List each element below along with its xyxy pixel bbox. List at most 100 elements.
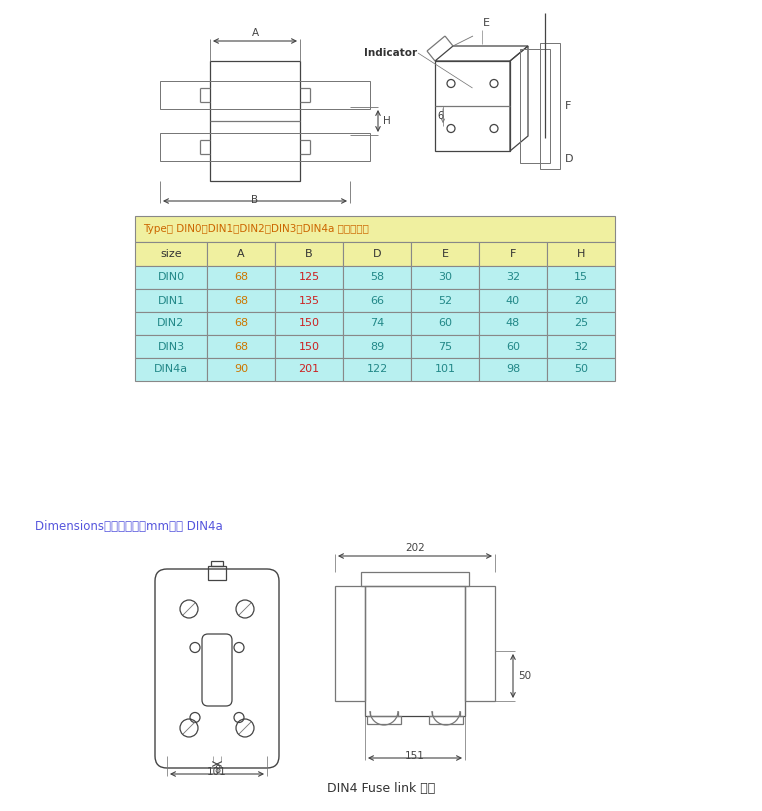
Polygon shape	[207, 312, 275, 335]
Polygon shape	[343, 266, 411, 289]
Polygon shape	[547, 289, 615, 312]
Polygon shape	[135, 312, 207, 335]
Polygon shape	[411, 242, 479, 266]
Text: 68: 68	[234, 319, 248, 328]
Polygon shape	[343, 242, 411, 266]
Text: 15: 15	[574, 272, 588, 282]
Text: E: E	[441, 249, 449, 259]
Text: 50: 50	[518, 671, 531, 681]
Polygon shape	[207, 242, 275, 266]
Polygon shape	[411, 312, 479, 335]
Polygon shape	[547, 358, 615, 381]
Text: 25: 25	[574, 319, 588, 328]
Text: 68: 68	[234, 341, 248, 351]
Text: 135: 135	[299, 295, 319, 306]
Text: 151: 151	[405, 751, 425, 761]
Polygon shape	[479, 242, 547, 266]
Text: 150: 150	[299, 319, 319, 328]
Text: 202: 202	[405, 543, 425, 553]
Text: DIN0: DIN0	[158, 272, 184, 282]
Text: Dimensions安装尺寸图（mm）： DIN4a: Dimensions安装尺寸图（mm）： DIN4a	[35, 520, 223, 533]
Polygon shape	[479, 312, 547, 335]
Text: B: B	[306, 249, 313, 259]
Text: D: D	[565, 154, 574, 164]
Polygon shape	[275, 266, 343, 289]
Polygon shape	[411, 358, 479, 381]
Text: 20: 20	[574, 295, 588, 306]
Text: 150: 150	[299, 341, 319, 351]
Polygon shape	[275, 312, 343, 335]
Text: DIN2: DIN2	[158, 319, 184, 328]
FancyBboxPatch shape	[202, 634, 232, 706]
Polygon shape	[275, 335, 343, 358]
Text: F: F	[510, 249, 516, 259]
Polygon shape	[207, 335, 275, 358]
Polygon shape	[275, 358, 343, 381]
Polygon shape	[343, 289, 411, 312]
Text: E: E	[483, 18, 490, 28]
Text: 122: 122	[367, 364, 388, 375]
Text: Indicator: Indicator	[364, 48, 417, 58]
Text: Type： DIN0、DIN1、DIN2、DIN3、DIN4a 尺寸示意图: Type： DIN0、DIN1、DIN2、DIN3、DIN4a 尺寸示意图	[143, 224, 369, 234]
Text: 74: 74	[370, 319, 384, 328]
Text: A: A	[251, 28, 258, 38]
Text: 68: 68	[234, 295, 248, 306]
Polygon shape	[275, 242, 343, 266]
Text: 32: 32	[574, 341, 588, 351]
Polygon shape	[411, 289, 479, 312]
Polygon shape	[135, 242, 207, 266]
Text: 89: 89	[370, 341, 384, 351]
Text: B: B	[251, 195, 258, 205]
Text: 125: 125	[299, 272, 319, 282]
Polygon shape	[135, 358, 207, 381]
Polygon shape	[275, 289, 343, 312]
Text: 90: 90	[234, 364, 248, 375]
Text: DIN3: DIN3	[158, 341, 184, 351]
Text: 40: 40	[506, 295, 520, 306]
Text: H: H	[577, 249, 585, 259]
Polygon shape	[411, 335, 479, 358]
Polygon shape	[207, 266, 275, 289]
Text: 32: 32	[506, 272, 520, 282]
Text: 6: 6	[437, 111, 443, 121]
Text: 68: 68	[234, 272, 248, 282]
Polygon shape	[411, 266, 479, 289]
Text: 60: 60	[506, 341, 520, 351]
Polygon shape	[479, 358, 547, 381]
Text: F: F	[565, 101, 572, 111]
Polygon shape	[207, 358, 275, 381]
Text: 52: 52	[438, 295, 452, 306]
Polygon shape	[135, 335, 207, 358]
Text: A: A	[237, 249, 245, 259]
FancyBboxPatch shape	[155, 569, 279, 768]
Text: 101: 101	[434, 364, 456, 375]
Polygon shape	[135, 289, 207, 312]
Text: 75: 75	[438, 341, 452, 351]
Text: 58: 58	[370, 272, 384, 282]
Polygon shape	[547, 266, 615, 289]
Text: H: H	[383, 116, 391, 126]
Polygon shape	[547, 312, 615, 335]
Text: DIN4 Fuse link 燔体: DIN4 Fuse link 燔体	[327, 783, 435, 796]
Polygon shape	[343, 358, 411, 381]
Text: 66: 66	[370, 295, 384, 306]
Polygon shape	[479, 289, 547, 312]
Polygon shape	[343, 335, 411, 358]
Text: 101: 101	[207, 767, 227, 777]
Polygon shape	[479, 266, 547, 289]
Text: 98: 98	[506, 364, 520, 375]
Text: 8: 8	[214, 765, 220, 775]
Polygon shape	[135, 266, 207, 289]
Text: 30: 30	[438, 272, 452, 282]
Text: 48: 48	[506, 319, 520, 328]
Polygon shape	[479, 335, 547, 358]
Text: size: size	[160, 249, 182, 259]
Polygon shape	[343, 312, 411, 335]
Text: 201: 201	[299, 364, 319, 375]
Text: DIN4a: DIN4a	[154, 364, 188, 375]
Polygon shape	[135, 216, 615, 242]
Polygon shape	[207, 289, 275, 312]
Text: 60: 60	[438, 319, 452, 328]
Text: DIN1: DIN1	[158, 295, 184, 306]
Text: D: D	[373, 249, 381, 259]
